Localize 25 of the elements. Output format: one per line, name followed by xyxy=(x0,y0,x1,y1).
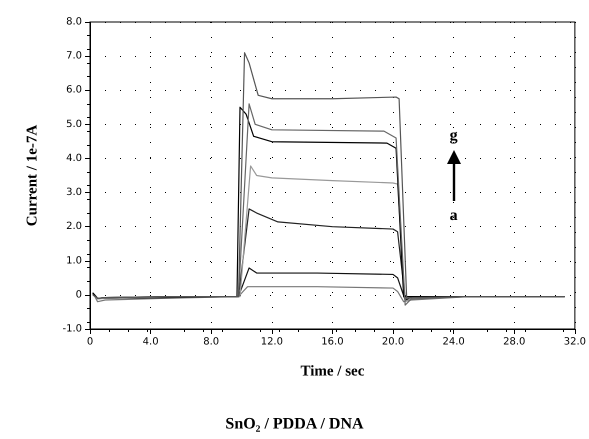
x-tick-label: 16.0 xyxy=(321,336,344,348)
x-tick-label: 28.0 xyxy=(503,336,526,348)
y-tick-label: 6.0 xyxy=(66,84,82,96)
x-axis-title: Time / sec xyxy=(300,364,365,380)
y-tick-label: 3.0 xyxy=(66,187,82,198)
x-tick-label: 0 xyxy=(86,336,94,348)
x-tick-label: 24.0 xyxy=(442,336,465,348)
y-tick-label: -1.0 xyxy=(62,324,82,334)
y-tick-label: 2.0 xyxy=(66,221,82,232)
x-tick-label: 20.0 xyxy=(382,336,404,348)
x-tick-label: 32.0 xyxy=(564,336,586,348)
y-axis-title: Current / 1e-7A xyxy=(24,124,40,226)
y-tick-label: 7.0 xyxy=(66,50,82,62)
y-tick-label: 0 xyxy=(76,289,82,300)
annotation: a xyxy=(450,206,458,224)
x-tick-label: 4.0 xyxy=(142,336,159,348)
y-tick-label: 4.0 xyxy=(66,152,82,164)
annotation: g xyxy=(450,127,458,144)
y-tick-label: 8.0 xyxy=(66,16,82,28)
x-tick-label: 12.0 xyxy=(260,336,283,348)
text: SnO₂ / PDDA / DNA xyxy=(225,416,364,432)
y-tick-label: 5.0 xyxy=(66,118,82,130)
y-tick-label: 1.0 xyxy=(66,255,82,266)
line-series xyxy=(92,52,565,299)
x-tick-label: 8.0 xyxy=(203,336,220,348)
